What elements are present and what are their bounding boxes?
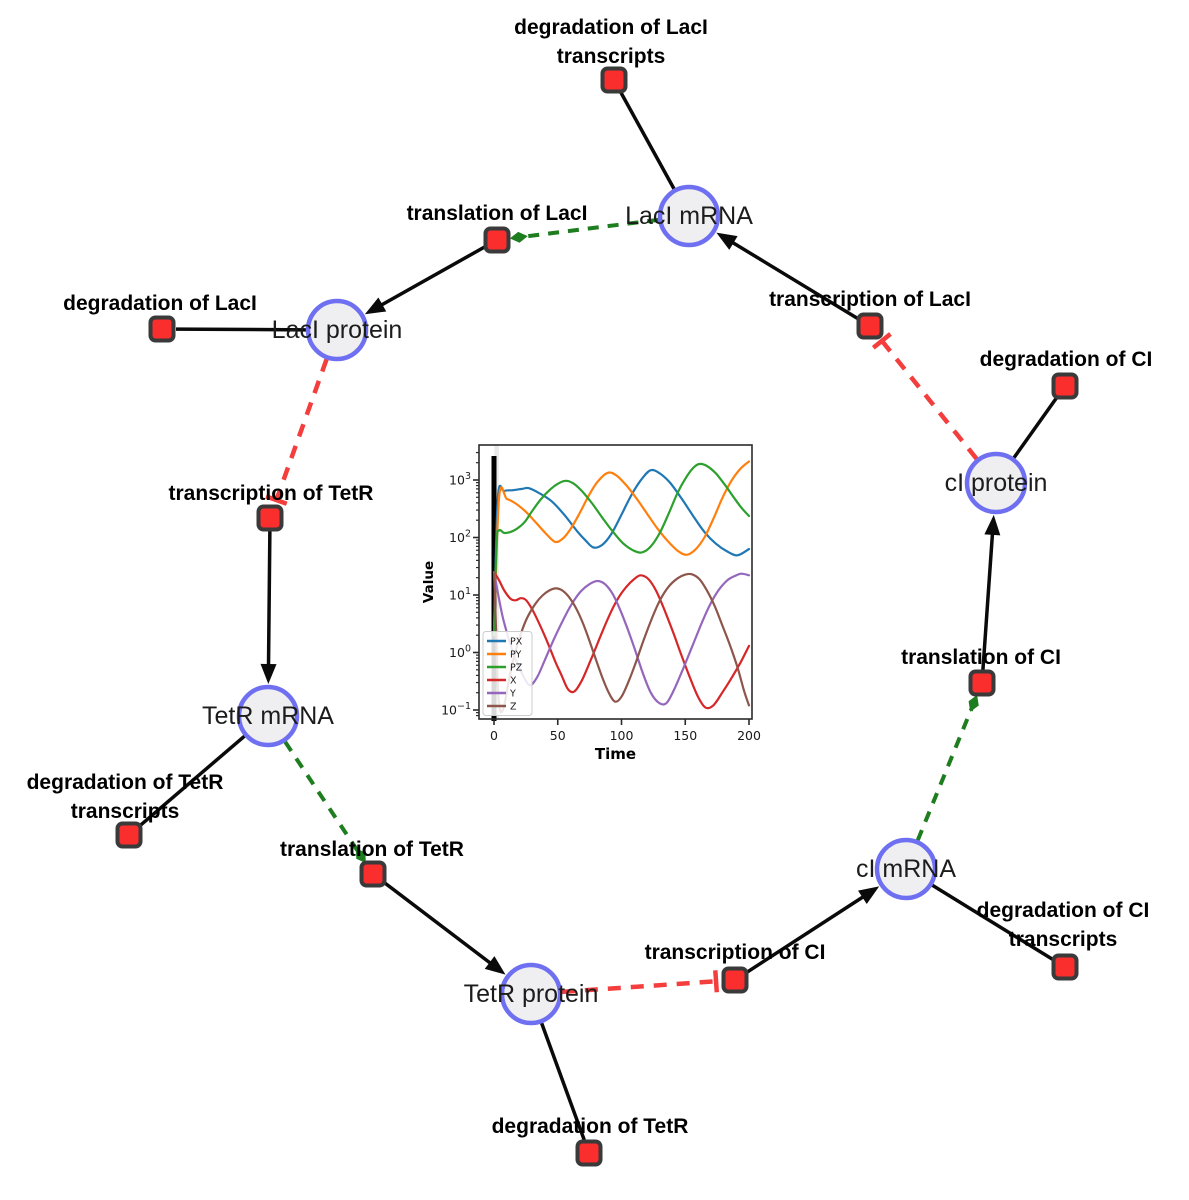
x-tick-label: 0 [490, 728, 498, 743]
diamond-arrowhead [509, 231, 528, 243]
diamond-arrowhead [968, 695, 979, 712]
reaction-label-txn_ci: transcription of CI [645, 941, 826, 964]
edge-consumption-laci_protein-deg_laci [175, 327, 307, 332]
network-nodes: LacI mRNA LacI protein TetR mRNA TetR prote… [27, 16, 1153, 1167]
reaction-label-transl_tetr: translation of TetR [280, 838, 464, 861]
edge-inhibition-tetr_protein-txn_ci [561, 970, 720, 995]
legend-label-X: X [510, 676, 517, 687]
arrowhead [260, 663, 277, 685]
edge-inhibition-laci_protein-txn_tetr [265, 358, 329, 506]
edge-production-tetr_protein-transl_tetr [382, 880, 506, 975]
reaction-label-deg_ci_tx: degradation of CI transcripts [977, 899, 1150, 951]
t-bar-head [871, 332, 892, 350]
reaction-label-deg_laci_tx: degradation of LacI transcripts [514, 16, 708, 68]
edge-modifier-laci_mrna-transl_laci [509, 217, 659, 243]
edge-production-tetr_mrna-txn_tetr [260, 530, 277, 685]
network-edges [138, 91, 1059, 1141]
reaction-label-txn_laci: transcription of LacI [769, 288, 971, 311]
edge-consumption-laci_mrna-deg_laci_tx [619, 91, 676, 190]
legend-box [482, 631, 533, 716]
species-label-tetr_protein: TetR protein [464, 980, 599, 1008]
species-label-ci_protein: cI protein [945, 469, 1048, 497]
reaction-node-deg_tetr_tx[interactable] [115, 821, 143, 849]
species-label-laci_protein: LacI protein [272, 316, 403, 344]
legend-label-Y: Y [509, 689, 516, 700]
reaction-node-txn_laci[interactable] [856, 312, 884, 340]
chart-ylabel: Value [421, 561, 437, 603]
reaction-node-txn_tetr[interactable] [256, 504, 284, 532]
reaction-node-deg_laci_tx[interactable] [600, 66, 628, 94]
reaction-node-deg_ci_tx[interactable] [1051, 953, 1079, 981]
legend-label-PZ: PZ [510, 663, 523, 674]
reaction-node-deg_tetr[interactable] [575, 1139, 603, 1167]
legend-label-PX: PX [510, 637, 523, 648]
reaction-label-deg_laci: degradation of LacI [63, 292, 257, 315]
species-label-tetr_mrna: TetR mRNA [202, 702, 334, 730]
arrowhead [984, 514, 1001, 536]
species-node-tetr_mrna[interactable] [236, 684, 300, 748]
edge-production-ci_mrna-txn_ci [744, 886, 880, 975]
diamond-arrowhead [355, 848, 366, 864]
reaction-node-deg_ci[interactable] [1051, 372, 1079, 400]
edge-production-laci_mrna-txn_laci [716, 232, 860, 321]
reaction-node-deg_laci[interactable] [148, 315, 176, 343]
reaction-node-transl_laci[interactable] [483, 226, 511, 254]
reaction-label-txn_tetr: transcription of TetR [169, 482, 374, 505]
chart-series-PZ [492, 462, 751, 637]
species-node-tetr_protein[interactable] [499, 962, 563, 1026]
edge-modifier-ci_mrna-transl_ci [915, 695, 979, 842]
edge-consumption-tetr_protein-deg_tetr [539, 1022, 586, 1141]
reaction-label-deg_tetr: degradation of TetR [492, 1115, 689, 1138]
arrowhead [716, 232, 738, 250]
reaction-node-transl_tetr[interactable] [359, 860, 387, 888]
legend-label-Z: Z [510, 702, 517, 713]
chart-series-PX [492, 468, 751, 637]
t-bar-head [713, 970, 720, 993]
species-node-laci_mrna[interactable] [657, 184, 721, 248]
chart-background [417, 433, 770, 797]
species-node-ci_protein[interactable] [964, 451, 1028, 515]
species-label-laci_mrna: LacI mRNA [625, 202, 753, 230]
edge-consumption-ci_mrna-deg_ci_tx [931, 883, 1055, 962]
edge-consumption-ci_protein-deg_ci [1012, 396, 1059, 459]
arrowhead [484, 956, 506, 975]
chart-series-group [492, 460, 751, 714]
species-label-ci_mrna: cI mRNA [856, 855, 956, 883]
x-tick-label: 50 [550, 728, 566, 743]
chart-series-X [492, 571, 751, 710]
chart-xlabel: Time [595, 745, 636, 763]
arrowhead [858, 886, 880, 905]
species-node-laci_protein[interactable] [305, 298, 369, 362]
edge-production-laci_protein-transl_laci [364, 244, 487, 315]
edge-production-ci_protein-transl_ci [981, 514, 1001, 671]
t-bar-head [265, 494, 288, 506]
reaction-label-deg_ci: degradation of CI [980, 348, 1153, 371]
edge-consumption-tetr_mrna-deg_tetr_tx [138, 734, 246, 828]
x-tick-label: 150 [673, 728, 697, 743]
chart-legend: PX PY PZ XYZ [482, 631, 533, 716]
reaction-label-deg_tetr_tx: degradation of TetR transcripts [27, 771, 224, 823]
arrowhead [364, 297, 387, 315]
legend-label-PY: PY [510, 650, 522, 661]
reaction-node-transl_ci[interactable] [968, 669, 996, 697]
reaction-label-transl_laci: translation of LacI [407, 202, 588, 225]
x-tick-label: 100 [610, 728, 634, 743]
edge-inhibition-ci_protein-txn_laci [871, 332, 979, 461]
edge-modifier-tetr_mrna-transl_tetr [283, 740, 366, 864]
x-tick-label: 200 [737, 728, 761, 743]
reaction-label-transl_ci: translation of CI [901, 646, 1061, 669]
species-node-ci_mrna[interactable] [874, 837, 938, 901]
chart-spines [478, 444, 753, 720]
reaction-node-txn_ci[interactable] [721, 966, 749, 994]
